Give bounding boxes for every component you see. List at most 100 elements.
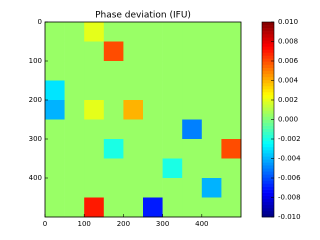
heatmap-cell bbox=[162, 197, 183, 218]
heatmap-cell bbox=[221, 61, 242, 81]
heatmap-cell bbox=[123, 100, 144, 120]
colorbar-band bbox=[262, 165, 274, 169]
heatmap-cell bbox=[103, 100, 124, 120]
colorbar-band bbox=[262, 213, 274, 218]
colorbar-band bbox=[262, 137, 274, 142]
colorbar-band bbox=[262, 92, 274, 96]
colorbar-band bbox=[262, 134, 274, 139]
heatmap-cell bbox=[221, 22, 242, 42]
heatmap-cell bbox=[84, 197, 105, 218]
heatmap-cell bbox=[182, 119, 203, 140]
heatmap-cell bbox=[84, 139, 105, 159]
heatmap-cell bbox=[123, 22, 144, 42]
colorbar-band bbox=[262, 140, 274, 145]
colorbar-band bbox=[262, 177, 274, 181]
colorbar-band bbox=[262, 168, 274, 172]
heatmap-cell bbox=[45, 80, 65, 101]
heatmap-cell bbox=[221, 119, 242, 140]
y-tick-label: 100 bbox=[29, 57, 42, 65]
colorbar-band bbox=[262, 55, 274, 59]
heatmap-cell bbox=[143, 139, 163, 159]
heatmap-cell bbox=[45, 119, 65, 140]
heatmap-cell bbox=[221, 80, 242, 101]
colorbar-band bbox=[262, 52, 274, 56]
heatmap-cell bbox=[84, 158, 105, 179]
colorbar-band bbox=[262, 143, 274, 148]
colorbar-tick-label: 0.004 bbox=[278, 77, 299, 85]
colorbar-band bbox=[262, 40, 274, 44]
heatmap-cell bbox=[103, 80, 124, 101]
heatmap-cell bbox=[64, 80, 85, 101]
colorbar-tick-label: -0.004 bbox=[278, 155, 301, 163]
colorbar-band bbox=[262, 180, 274, 184]
heatmap-cell bbox=[123, 119, 144, 140]
x-tick-label: 300 bbox=[156, 220, 169, 228]
colorbar-band bbox=[262, 73, 274, 78]
colorbar-band bbox=[262, 46, 274, 50]
heatmap-cell bbox=[201, 100, 222, 120]
heatmap-cell bbox=[201, 61, 222, 81]
heatmap-cell bbox=[162, 100, 183, 120]
heatmap-cell bbox=[143, 100, 163, 120]
heatmap-cell bbox=[162, 119, 183, 140]
colorbar-band bbox=[262, 186, 274, 190]
heatmap-cell bbox=[123, 139, 144, 159]
heatmap-cell bbox=[64, 41, 85, 62]
heatmap-cell bbox=[221, 158, 242, 179]
heatmap-cell bbox=[84, 100, 105, 120]
colorbar-band bbox=[262, 189, 274, 193]
heatmap-cell bbox=[64, 119, 85, 140]
heatmap-cell bbox=[182, 80, 203, 101]
colorbar-tick-label: 0.002 bbox=[278, 96, 298, 104]
heatmap-cell bbox=[221, 41, 242, 62]
heatmap-cell bbox=[143, 80, 163, 101]
heatmap-cell bbox=[84, 41, 105, 62]
colorbar-tick-label: 0.008 bbox=[278, 38, 298, 46]
heatmap-cell bbox=[64, 178, 85, 198]
colorbar-band bbox=[262, 95, 274, 99]
colorbar-band bbox=[262, 37, 274, 41]
colorbar-band bbox=[262, 162, 274, 166]
colorbar-band bbox=[262, 22, 274, 26]
heatmap-cell bbox=[221, 197, 242, 218]
heatmap-cell bbox=[201, 139, 222, 159]
heatmap-cell bbox=[64, 61, 85, 81]
colorbar-band bbox=[262, 76, 274, 81]
colorbar-band bbox=[262, 159, 274, 163]
heatmap-cell bbox=[84, 80, 105, 101]
colorbar-band bbox=[262, 174, 274, 178]
heatmap-cell bbox=[103, 61, 124, 81]
heatmap-cell bbox=[64, 100, 85, 120]
heatmap-cell bbox=[45, 22, 65, 42]
colorbar-band bbox=[262, 125, 274, 129]
colorbar-band bbox=[262, 146, 274, 151]
heatmap-cell bbox=[103, 158, 124, 179]
heatmap-cell bbox=[103, 119, 124, 140]
heatmap-cell bbox=[182, 100, 203, 120]
heatmap-cell bbox=[143, 61, 163, 81]
heatmap-cell bbox=[201, 41, 222, 62]
heatmap-cell bbox=[182, 61, 203, 81]
heatmap-cell bbox=[201, 80, 222, 101]
colorbar-tick-label: 0.006 bbox=[278, 57, 299, 65]
heatmap-cell bbox=[182, 197, 203, 218]
heatmap-cell bbox=[162, 158, 183, 179]
heatmap-cell bbox=[162, 61, 183, 81]
heatmap-cell bbox=[103, 22, 124, 42]
colorbar-band bbox=[262, 119, 274, 123]
colorbar-band bbox=[262, 82, 274, 87]
heatmap-cell bbox=[45, 158, 65, 179]
colorbar-band bbox=[262, 25, 274, 29]
y-tick-label: 0 bbox=[38, 18, 42, 26]
colorbar-band bbox=[262, 156, 274, 160]
colorbar-tick-label: -0.010 bbox=[278, 213, 301, 221]
heatmap-cell bbox=[182, 139, 203, 159]
heatmap-cell bbox=[143, 158, 163, 179]
heatmap-cell bbox=[123, 61, 144, 81]
heatmap-cell bbox=[162, 139, 183, 159]
heatmap-cell bbox=[123, 158, 144, 179]
heatmap-cell bbox=[84, 119, 105, 140]
colorbar-band bbox=[262, 192, 274, 196]
x-tick-label: 400 bbox=[195, 220, 208, 228]
